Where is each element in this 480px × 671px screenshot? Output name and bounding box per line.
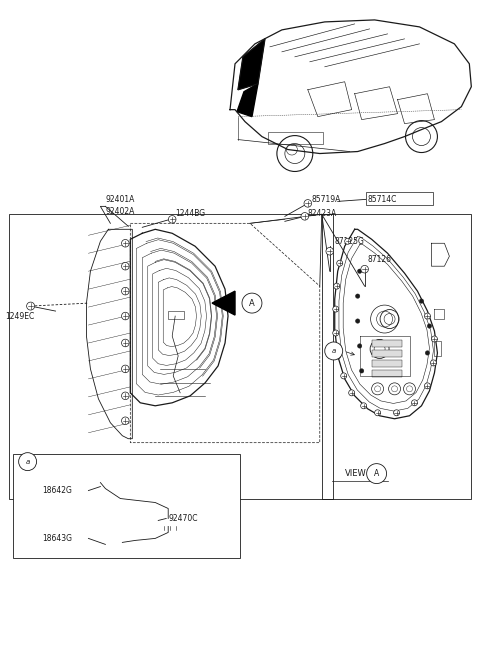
Circle shape [356, 319, 360, 323]
Text: 87126: 87126 [368, 255, 392, 264]
Bar [113, 546, 123, 552]
Bar [168, 311, 184, 319]
Circle shape [419, 299, 424, 303]
Circle shape [345, 238, 351, 244]
Circle shape [411, 400, 418, 406]
Text: 92470C: 92470C [168, 514, 198, 523]
Circle shape [304, 199, 312, 207]
Text: 82423A: 82423A [308, 209, 337, 218]
Circle shape [121, 392, 129, 400]
Circle shape [242, 293, 262, 313]
Polygon shape [237, 84, 258, 117]
Text: VIEW: VIEW [345, 469, 366, 478]
Bar [130, 546, 140, 552]
Text: 1249EC: 1249EC [6, 311, 35, 321]
Circle shape [325, 342, 343, 360]
Circle shape [360, 403, 367, 409]
Polygon shape [212, 291, 235, 315]
Circle shape [394, 410, 399, 416]
Circle shape [121, 312, 129, 320]
Circle shape [121, 365, 129, 372]
Text: 18642G: 18642G [43, 486, 72, 495]
Circle shape [121, 240, 129, 247]
Bar [372, 370, 402, 377]
Text: 92402A: 92402A [106, 207, 135, 216]
Circle shape [361, 266, 369, 273]
Bar [372, 350, 402, 357]
Text: 18643G: 18643G [43, 534, 72, 543]
Circle shape [334, 283, 340, 289]
Text: A: A [374, 469, 379, 478]
Bar [158, 517, 182, 527]
Circle shape [424, 383, 431, 389]
Circle shape [26, 302, 35, 310]
Circle shape [431, 360, 436, 366]
Circle shape [341, 373, 347, 379]
Circle shape [333, 306, 339, 312]
Circle shape [121, 287, 129, 295]
Circle shape [356, 294, 360, 299]
Circle shape [168, 215, 176, 223]
Text: 87125G: 87125G [335, 237, 365, 246]
Circle shape [432, 336, 437, 342]
Bar [12, 454, 240, 558]
Bar [372, 340, 402, 347]
Circle shape [360, 368, 364, 373]
Text: A: A [249, 299, 255, 307]
Circle shape [121, 417, 129, 425]
Bar [372, 360, 402, 367]
Circle shape [335, 353, 341, 359]
Text: a: a [332, 348, 336, 354]
Text: 85714C: 85714C [368, 195, 397, 204]
Text: 1244BG: 1244BG [175, 209, 205, 218]
Bar [366, 193, 433, 205]
Circle shape [96, 478, 105, 486]
Circle shape [367, 464, 386, 484]
Circle shape [121, 339, 129, 347]
Circle shape [333, 330, 339, 336]
Bar [268, 132, 323, 144]
Circle shape [326, 248, 334, 255]
Bar [322, 214, 471, 499]
Bar [9, 214, 333, 499]
Polygon shape [238, 39, 265, 90]
Circle shape [358, 269, 362, 273]
Circle shape [358, 344, 362, 348]
Circle shape [19, 453, 36, 470]
Circle shape [374, 410, 381, 416]
Circle shape [121, 262, 129, 270]
Circle shape [336, 260, 343, 266]
Circle shape [425, 351, 430, 355]
Circle shape [348, 390, 355, 396]
Text: 85719A: 85719A [312, 195, 341, 204]
Circle shape [424, 313, 431, 319]
Bar [150, 546, 160, 552]
Text: 92401A: 92401A [106, 195, 135, 204]
Circle shape [427, 324, 432, 328]
Circle shape [301, 213, 309, 220]
Text: a: a [25, 459, 30, 464]
